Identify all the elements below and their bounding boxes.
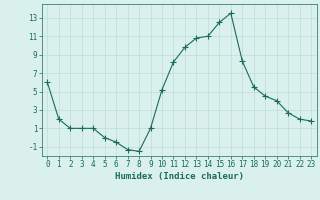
X-axis label: Humidex (Indice chaleur): Humidex (Indice chaleur): [115, 172, 244, 181]
